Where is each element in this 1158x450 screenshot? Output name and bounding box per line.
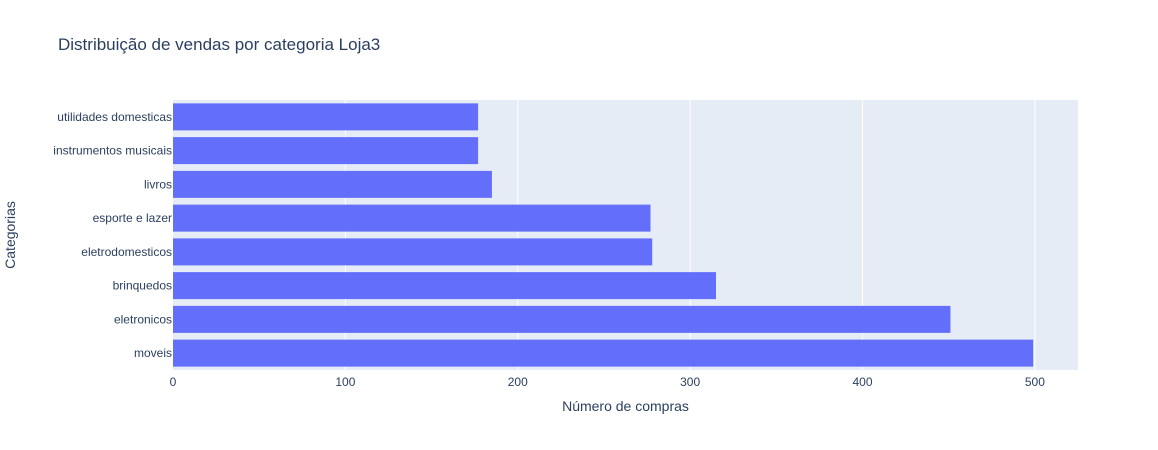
bars bbox=[173, 103, 1034, 367]
y-tick-label: instrumentos musicais bbox=[53, 144, 172, 158]
y-tick-label: eletrodomesticos bbox=[81, 245, 172, 259]
bar-utilidades-domesticas bbox=[173, 103, 479, 131]
bar-moveis bbox=[173, 339, 1034, 367]
x-tick-label: 400 bbox=[853, 375, 873, 389]
x-axis-title: Número de compras bbox=[562, 398, 689, 414]
y-tick-label: brinquedos bbox=[113, 279, 172, 293]
x-tick-label: 200 bbox=[508, 375, 528, 389]
y-tick-label: livros bbox=[144, 177, 172, 191]
bar-instrumentos-musicais bbox=[173, 137, 479, 165]
chart-title: Distribuição de vendas por categoria Loj… bbox=[58, 35, 380, 54]
y-tick-label: utilidades domesticas bbox=[57, 110, 172, 124]
bar-eletronicos bbox=[173, 305, 951, 333]
y-tick-labels: moveis eletronicos brinquedos eletrodomesti… bbox=[53, 110, 172, 360]
x-tick-label: 300 bbox=[680, 375, 700, 389]
bar-esporte-e-lazer bbox=[173, 204, 651, 232]
x-tick-labels: 0 100 200 300 400 500 bbox=[170, 375, 1046, 389]
y-tick-label: esporte e lazer bbox=[93, 211, 172, 225]
y-axis-title: Categorias bbox=[2, 201, 18, 269]
y-tick-label: eletronicos bbox=[114, 312, 172, 326]
bar-eletrodomesticos bbox=[173, 238, 653, 266]
x-tick-label: 0 bbox=[170, 375, 177, 389]
x-tick-label: 100 bbox=[335, 375, 355, 389]
bar-brinquedos bbox=[173, 272, 716, 300]
bar-livros bbox=[173, 170, 492, 198]
y-tick-label: moveis bbox=[134, 346, 172, 360]
x-tick-label: 500 bbox=[1025, 375, 1045, 389]
